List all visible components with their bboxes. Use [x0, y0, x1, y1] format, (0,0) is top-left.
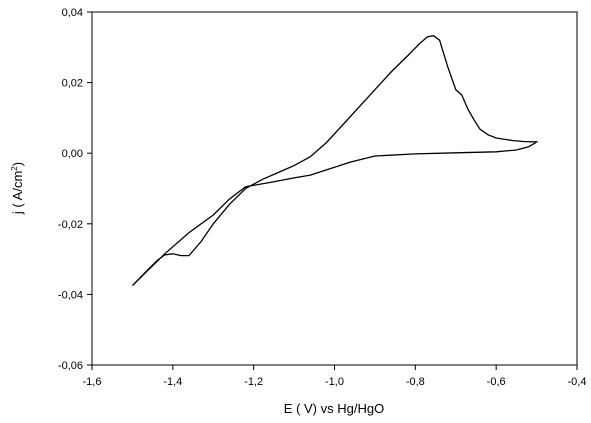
series-line [131, 35, 539, 287]
plot-area-frame [91, 11, 578, 366]
x-tick-label: -1,2 [244, 376, 263, 388]
x-tick-label: -1,4 [163, 376, 182, 388]
x-tick-label: -0,8 [406, 376, 425, 388]
x-tick-label: -0,6 [487, 376, 506, 388]
y-axis-title: j ( A/cm2) [10, 162, 25, 215]
x-tick-label: -0,4 [568, 376, 587, 388]
x-axis-title: E ( V) vs Hg/HgO [284, 401, 384, 416]
y-tick-label: 0,04 [62, 7, 83, 19]
x-tick-label: -1,6 [83, 376, 102, 388]
y-axis-title-superscript: 2 [10, 166, 19, 171]
y-axis-title-close: ) [10, 162, 25, 166]
y-tick-label: 0,00 [62, 148, 83, 160]
x-axis: -1,6 -1,4 -1,2 -1,0 -0,8 -0,6 -0,4 [83, 365, 587, 388]
y-tick-label: -0,06 [58, 360, 83, 372]
y-tick-label: -0,04 [58, 289, 83, 301]
y-tick-label: 0,02 [62, 78, 83, 90]
y-tick-label: -0,02 [58, 219, 83, 231]
y-axis: -0,06 -0,04 -0,02 0,00 0,02 0,04 [58, 7, 92, 372]
x-tick-label: -1,0 [325, 376, 344, 388]
y-axis-title-main: j ( A/cm [10, 171, 25, 215]
